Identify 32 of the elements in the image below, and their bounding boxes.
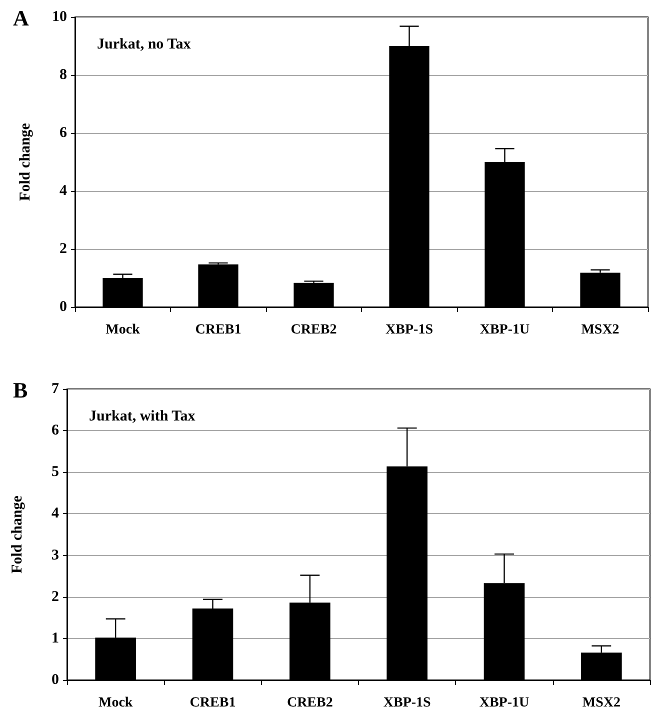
x-tick-label: XBP-1U bbox=[480, 322, 530, 338]
y-tick-label: 0 bbox=[52, 672, 59, 688]
x-tick-label: XBP-1U bbox=[479, 696, 530, 710]
y-tick-label: 6 bbox=[60, 125, 68, 141]
x-tick-label: XBP-1S bbox=[383, 696, 432, 710]
y-tick-label: 4 bbox=[60, 183, 68, 199]
y-axis-title: Fold change bbox=[10, 495, 26, 574]
y-tick-label: 5 bbox=[52, 464, 59, 480]
x-tick-label: CREB1 bbox=[195, 322, 242, 338]
annotation: Jurkat, with Tax bbox=[89, 408, 196, 424]
chart-title: A bbox=[13, 6, 29, 30]
x-tick-label: XBP-1S bbox=[386, 322, 434, 338]
x-tick-label: MSX2 bbox=[581, 322, 620, 338]
y-tick-label: 10 bbox=[52, 9, 67, 25]
y-tick-label: 8 bbox=[60, 67, 67, 83]
y-tick-label: 0 bbox=[60, 299, 67, 315]
x-tick-label: MSX2 bbox=[582, 696, 620, 710]
y-tick-label: 3 bbox=[52, 547, 59, 564]
x-tick-label: CREB2 bbox=[290, 322, 337, 338]
y-tick-label: 4 bbox=[52, 506, 60, 522]
chart-title: B bbox=[13, 378, 28, 402]
x-tick-label: Mock bbox=[98, 696, 133, 710]
y-axis-title: Fold change bbox=[18, 122, 34, 201]
y-tick-label: 1 bbox=[52, 630, 59, 646]
x-tick-label: Mock bbox=[106, 322, 140, 338]
y-tick-label: 6 bbox=[52, 422, 60, 439]
annotation: Jurkat, no Tax bbox=[97, 36, 192, 52]
y-tick-label: 2 bbox=[52, 588, 59, 605]
y-tick-label: 2 bbox=[60, 241, 67, 257]
x-tick-label: CREB1 bbox=[190, 696, 236, 710]
y-tick-label: 7 bbox=[52, 381, 60, 397]
x-tick-label: CREB2 bbox=[286, 696, 333, 710]
